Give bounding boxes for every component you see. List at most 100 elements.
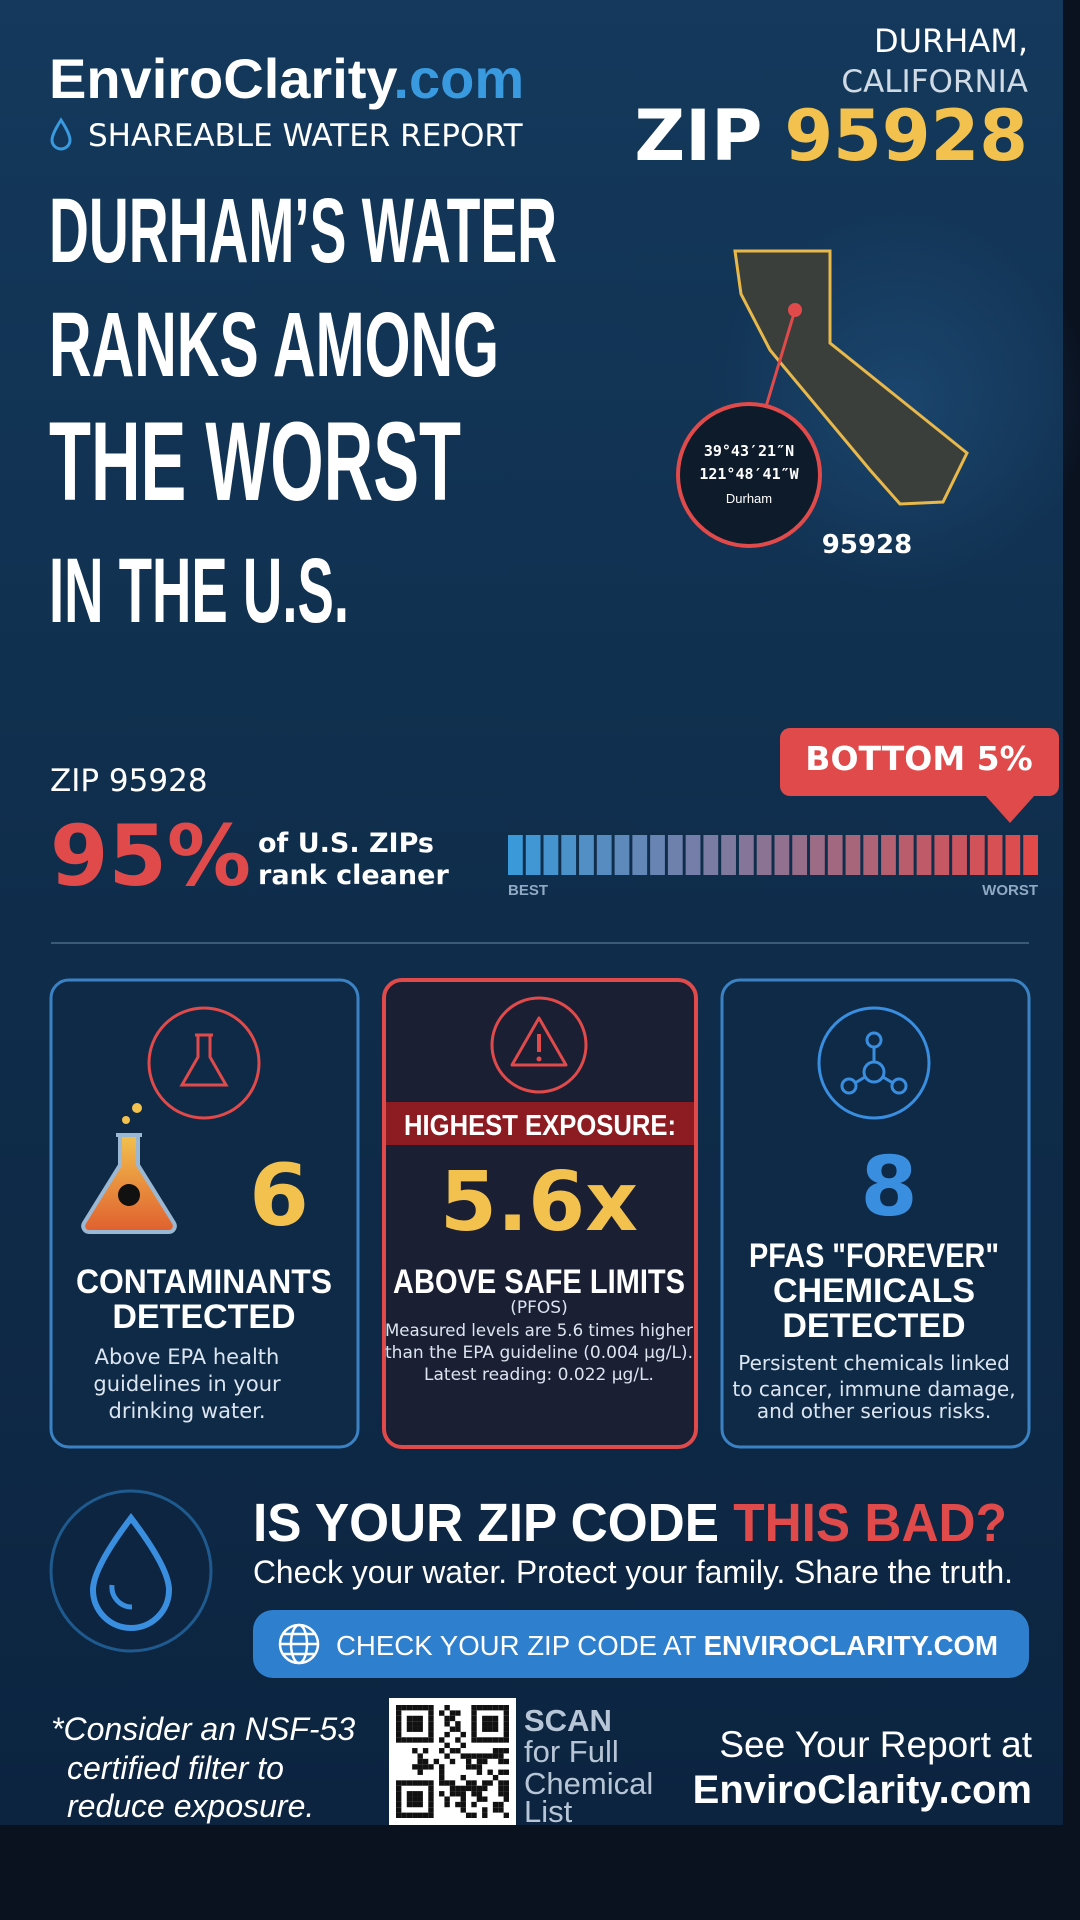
qr-cell <box>503 1715 509 1722</box>
qr-cell <box>482 1780 488 1786</box>
qr-cell <box>406 1737 413 1743</box>
qr-cell <box>428 1796 434 1802</box>
footnote: reduce exposure. <box>67 1788 314 1824</box>
cta-title: IS YOUR ZIP CODE THIS BAD? <box>253 1493 1007 1553</box>
qr-cell <box>449 1758 456 1765</box>
bar-segment <box>1023 835 1038 875</box>
bar-segment <box>525 835 541 875</box>
qr-cell <box>482 1753 488 1759</box>
qr-cell <box>422 1737 429 1743</box>
qr-cell <box>439 1780 445 1786</box>
qr-cell <box>471 1753 477 1759</box>
molecule-shape <box>840 1031 908 1095</box>
card-description: Persistent chemicals linked <box>738 1351 1010 1375</box>
qr-cell <box>455 1710 461 1716</box>
qr-cell <box>444 1796 450 1802</box>
qr-cell <box>487 1726 493 1732</box>
cta-button-site[interactable]: ENVIROCLARITY.COM <box>704 1630 998 1661</box>
bar-segment <box>934 835 950 875</box>
qr-cell <box>444 1715 450 1722</box>
card-description: drinking water. <box>109 1399 266 1423</box>
qr-cell <box>460 1801 466 1808</box>
footnote: *Consider an NSF-53 <box>51 1711 355 1747</box>
headline-line: DURHAM’S WATER <box>49 180 557 282</box>
qr-cell <box>406 1705 413 1711</box>
qr-cell <box>412 1721 418 1727</box>
qr-cell <box>482 1737 488 1743</box>
qr-cell <box>401 1812 407 1818</box>
qr-cell <box>482 1726 488 1732</box>
cta-button-label[interactable]: CHECK YOUR ZIP CODE AT <box>336 1630 704 1661</box>
qr-cell <box>449 1785 456 1792</box>
bar-segment <box>774 835 790 875</box>
qr-cell <box>406 1801 413 1808</box>
zip-code: 95928 <box>784 95 1028 177</box>
qr-cell <box>471 1721 477 1727</box>
qr-cell <box>412 1812 418 1818</box>
qr-cell <box>487 1769 493 1775</box>
qr-cell <box>412 1796 418 1802</box>
qr-cell <box>428 1715 434 1722</box>
qr-cell <box>412 1780 418 1786</box>
qr-cell <box>428 1721 434 1727</box>
card-title: DETECTED <box>782 1307 965 1345</box>
qr-cell <box>503 1737 509 1743</box>
card-description: Measured levels are 5.6 times higher <box>385 1321 693 1341</box>
qr-cell <box>439 1774 445 1781</box>
qr-cell <box>482 1812 488 1818</box>
bar-segment <box>916 835 932 875</box>
qr-cell <box>422 1748 429 1754</box>
card-description: and other serious risks. <box>757 1399 991 1423</box>
card-title: CHEMICALS <box>773 1272 975 1310</box>
qr-cell <box>471 1801 477 1808</box>
qr-cell <box>449 1791 456 1797</box>
cta-title-main: IS YOUR ZIP CODE <box>253 1493 733 1553</box>
zip-label: ZIP <box>634 95 762 177</box>
qr-cell <box>396 1796 402 1802</box>
qr-cell <box>492 1726 499 1732</box>
map-pin-line <box>763 309 797 411</box>
brand-tld: .com <box>393 47 524 110</box>
bar-segment <box>685 835 701 875</box>
qr-cell <box>460 1742 466 1749</box>
cta-button-text[interactable]: CHECK YOUR ZIP CODE AT ENVIROCLARITY.COM <box>336 1630 998 1661</box>
qr-cell <box>503 1780 509 1786</box>
qr-cell <box>449 1710 456 1716</box>
card-title: ABOVE SAFE LIMITS <box>393 1263 685 1301</box>
qr-cell <box>428 1807 434 1813</box>
qr-cell <box>476 1764 483 1770</box>
qr-cell <box>482 1796 488 1802</box>
qr-cell <box>412 1764 418 1770</box>
qr-cell <box>428 1785 434 1792</box>
qr-cell <box>492 1774 499 1781</box>
bar-segment <box>827 835 843 875</box>
brand: EnviroClarity.com <box>49 47 524 110</box>
qr-cell <box>444 1705 450 1711</box>
bar-best: BEST <box>508 882 548 899</box>
cta-button[interactable] <box>253 1610 1029 1678</box>
footer-site[interactable]: EnviroClarity.com <box>693 1768 1032 1812</box>
bar-segment <box>508 835 523 875</box>
skull <box>118 1184 140 1206</box>
badge-pointer <box>985 795 1035 823</box>
qr-cell <box>406 1721 413 1727</box>
qr-cell <box>465 1764 472 1770</box>
qr-cell <box>460 1731 466 1738</box>
qr-cell <box>503 1796 509 1802</box>
qr-cell <box>482 1785 488 1792</box>
qr-cell <box>406 1726 413 1732</box>
card <box>49 978 360 1449</box>
qr-cell <box>412 1715 418 1722</box>
qr-cell <box>503 1785 509 1792</box>
qr-cell <box>417 1737 423 1743</box>
drop-shine <box>109 1584 133 1610</box>
card-title: CONTAMINANTS <box>76 1263 332 1301</box>
bar-segment <box>703 835 719 875</box>
qr-cell <box>492 1801 499 1808</box>
qr-cell <box>406 1791 413 1797</box>
footnote: certified filter to <box>67 1750 284 1786</box>
card-title: DETECTED <box>112 1298 295 1336</box>
qr-cell <box>417 1715 423 1722</box>
bar-segment <box>667 835 683 875</box>
